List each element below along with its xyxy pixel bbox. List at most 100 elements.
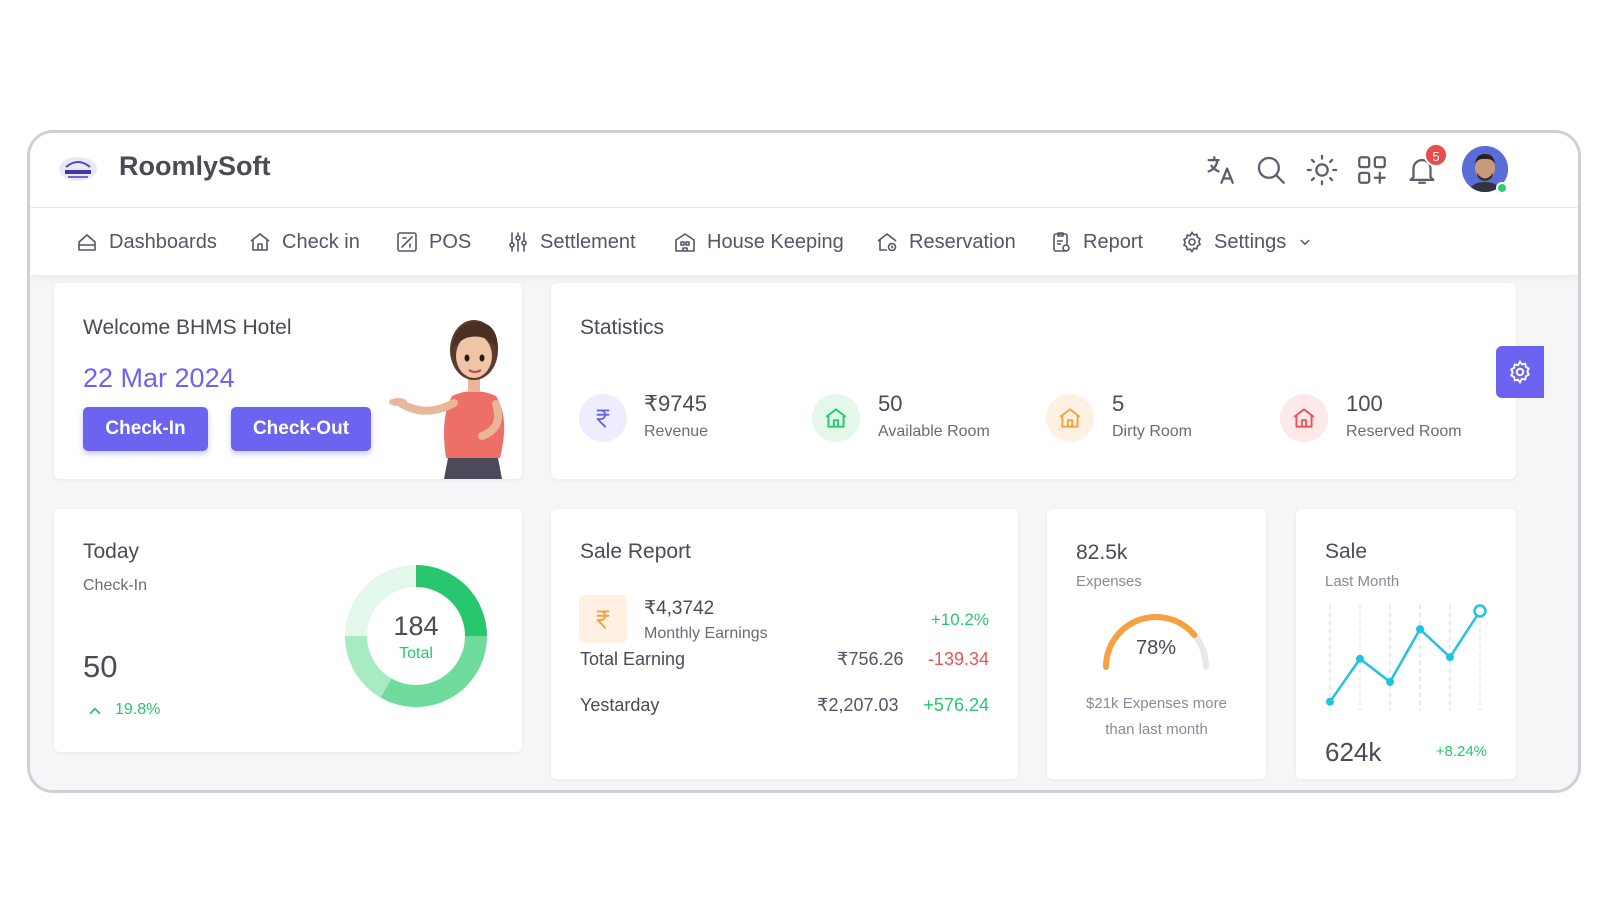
yesterday-label: Yestarday (580, 695, 660, 715)
sale-title: Sale (1325, 540, 1368, 563)
yesterday-change: +576.24 (923, 695, 989, 715)
gear-icon (1182, 231, 1202, 253)
welcome-title: Welcome BHMS Hotel (83, 316, 292, 339)
building-icon (675, 233, 695, 252)
sale-card: Sale Last Month 624k +8.24% (1296, 509, 1516, 779)
expenses-note-line1: $21k Expenses more (1086, 695, 1227, 712)
sale-report-title: Sale Report (580, 540, 691, 563)
nav-label: Dashboards (109, 230, 217, 253)
dirty-room-icon (1046, 394, 1094, 442)
checkin-donut-chart (344, 565, 487, 708)
nav-settlement[interactable]: Settlement (506, 226, 636, 258)
sale-series-line (1328, 610, 1482, 703)
nav-label: Settlement (540, 230, 636, 253)
reserved-room-icon (1280, 394, 1328, 442)
rupee-icon (579, 595, 627, 643)
check-in-button[interactable]: Check-In (83, 407, 208, 451)
donut-total-value: 184 (393, 611, 439, 641)
dirty-room-label: Dirty Room (1112, 423, 1193, 440)
nav-house-keeping[interactable]: House Keeping (673, 226, 844, 258)
translate-icon[interactable] (1203, 153, 1237, 187)
nav-label: Settings (1214, 230, 1287, 253)
chevron-up-icon (89, 707, 101, 715)
expenses-note-line2: than last month (1105, 721, 1208, 738)
online-status-dot (1496, 182, 1508, 194)
character-illustration (389, 320, 505, 479)
yesterday-amount: ₹2,207.03 (817, 695, 899, 715)
donut-total-label: Total (399, 645, 433, 662)
nav-label: Report (1083, 230, 1144, 253)
sale-data-point (1446, 653, 1454, 662)
sale-data-point (1356, 654, 1364, 663)
today-change: 19.8% (115, 701, 161, 718)
total-earning-change: -139.34 (927, 649, 989, 669)
sliders-icon (509, 232, 527, 252)
nav-pos[interactable]: POS (395, 226, 471, 258)
home-icon (250, 233, 270, 251)
expenses-gauge (1103, 614, 1209, 670)
home-clock-icon (877, 233, 897, 252)
dirty-room-value: 5 (1112, 391, 1125, 416)
statistics-card: Statistics ₹9745 Revenue 50 Available Ro… (551, 283, 1516, 479)
sun-icon[interactable] (1305, 153, 1339, 187)
available-room-label: Available Room (878, 423, 990, 440)
notification-badge: 5 (1424, 143, 1448, 167)
monthly-earnings-change: +10.2% (930, 610, 989, 629)
sale-data-point (1416, 625, 1424, 634)
available-room-value: 50 (878, 391, 903, 416)
sale-value: 624k (1325, 737, 1382, 767)
pos-icon (397, 232, 417, 252)
report-icon (1053, 232, 1070, 252)
today-card: Today Check-In 50 19.8% 184 Total (54, 509, 522, 752)
monthly-earnings-value: ₹4,3742 (644, 598, 715, 619)
sale-subtitle: Last Month (1325, 573, 1400, 590)
expenses-card: 82.5k Expenses 78% $21k Expenses more th… (1047, 509, 1266, 779)
sale-data-point (1473, 604, 1487, 618)
today-subtitle: Check-In (83, 577, 148, 594)
gauge-percent: 78% (1135, 637, 1177, 659)
apps-grid-icon[interactable] (1355, 153, 1389, 187)
statistics-title: Statistics (580, 316, 665, 339)
rupee-icon (579, 394, 627, 442)
nav-dashboards[interactable]: Dashboards (75, 226, 217, 258)
app-window: RoomlySoft 5 (27, 130, 1581, 793)
nav-settings[interactable]: Settings (1180, 226, 1314, 258)
expenses-value: 82.5k (1076, 541, 1128, 564)
reserved-room-label: Reserved Room (1346, 423, 1462, 440)
sale-report-card: Sale Report ₹4,3742 Monthly Earnings +10… (551, 509, 1018, 779)
dashboard-icon (78, 234, 96, 251)
sale-line-chart (1326, 604, 1487, 711)
nav-label: House Keeping (707, 230, 844, 253)
nav-reservation[interactable]: Reservation (875, 226, 1016, 258)
revenue-label: Revenue (644, 423, 709, 440)
total-earning-amount: ₹756.26 (837, 649, 904, 669)
nav-label: POS (429, 230, 472, 253)
expenses-label: Expenses (1076, 573, 1142, 590)
nav-label: Reservation (909, 230, 1016, 253)
theme-customizer-button[interactable] (1496, 346, 1544, 398)
sale-change: +8.24% (1435, 743, 1487, 760)
chevron-down-icon (1300, 239, 1310, 246)
search-icon[interactable] (1254, 153, 1288, 187)
available-room-icon (812, 394, 860, 442)
today-title: Today (83, 540, 140, 563)
welcome-date: 22 Mar 2024 (83, 363, 235, 393)
nav-check-in[interactable]: Check in (248, 226, 360, 258)
top-bar: RoomlySoft 5 (30, 133, 1578, 208)
gear-icon (1510, 359, 1530, 385)
total-earning-label: Total Earning (580, 649, 686, 669)
sale-data-point (1386, 677, 1394, 686)
sale-data-point (1326, 697, 1334, 706)
today-value: 50 (83, 649, 118, 684)
revenue-value: ₹9745 (644, 391, 707, 416)
user-avatar[interactable] (1462, 146, 1508, 192)
reserved-room-value: 100 (1346, 391, 1383, 416)
brand-name[interactable]: RoomlySoft (119, 151, 271, 181)
nav-label: Check in (282, 230, 360, 253)
welcome-card: Welcome BHMS Hotel 22 Mar 2024 Check-In … (54, 283, 522, 479)
monthly-earnings-label: Monthly Earnings (644, 625, 768, 642)
check-out-button[interactable]: Check-Out (231, 407, 371, 451)
brand-logo[interactable] (58, 155, 98, 183)
nav-report[interactable]: Report (1049, 226, 1143, 258)
main-nav: Dashboards Check in POS Settlement House… (30, 208, 1578, 275)
